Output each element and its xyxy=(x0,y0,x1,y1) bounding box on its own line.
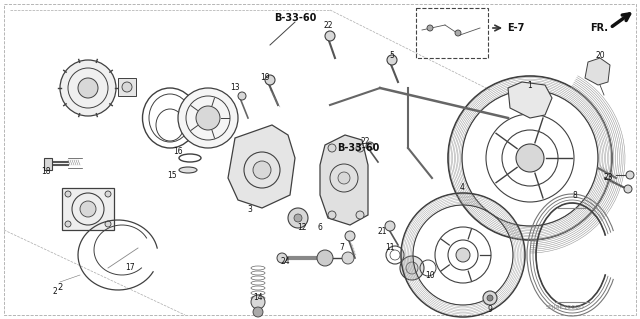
Circle shape xyxy=(400,256,424,280)
Circle shape xyxy=(288,208,308,228)
Circle shape xyxy=(277,253,287,263)
Circle shape xyxy=(325,31,335,41)
Bar xyxy=(44,158,52,170)
Circle shape xyxy=(483,291,497,305)
Circle shape xyxy=(385,221,395,231)
Text: 17: 17 xyxy=(125,263,135,272)
Bar xyxy=(118,78,136,96)
Circle shape xyxy=(455,30,461,36)
Text: 16: 16 xyxy=(173,147,183,157)
Ellipse shape xyxy=(179,167,197,173)
Circle shape xyxy=(122,82,132,92)
Text: 22: 22 xyxy=(360,137,370,146)
Text: 4: 4 xyxy=(460,183,465,192)
Circle shape xyxy=(366,142,374,150)
Circle shape xyxy=(624,185,632,193)
Text: 22: 22 xyxy=(323,20,333,29)
Polygon shape xyxy=(228,125,295,208)
Text: 19: 19 xyxy=(260,73,270,83)
Text: 13: 13 xyxy=(230,84,240,93)
Text: E-7: E-7 xyxy=(508,23,525,33)
Circle shape xyxy=(516,144,544,172)
Text: 1: 1 xyxy=(527,80,532,90)
Text: 7: 7 xyxy=(340,243,344,253)
Text: 10: 10 xyxy=(425,271,435,279)
Circle shape xyxy=(345,231,355,241)
Circle shape xyxy=(253,307,263,317)
Text: 23: 23 xyxy=(603,174,613,182)
Circle shape xyxy=(406,262,418,274)
Circle shape xyxy=(427,25,433,31)
Text: 21: 21 xyxy=(377,227,387,236)
Polygon shape xyxy=(585,58,610,85)
Circle shape xyxy=(356,211,364,219)
Circle shape xyxy=(80,201,96,217)
Circle shape xyxy=(60,60,116,116)
Polygon shape xyxy=(320,135,368,225)
Circle shape xyxy=(65,191,71,197)
Text: 24: 24 xyxy=(280,257,290,266)
Text: 3: 3 xyxy=(248,205,252,214)
Circle shape xyxy=(238,92,246,100)
Circle shape xyxy=(487,295,493,301)
Circle shape xyxy=(178,88,238,148)
Text: SHJ4E1900D: SHJ4E1900D xyxy=(545,306,584,310)
Text: 9: 9 xyxy=(488,306,492,315)
Circle shape xyxy=(105,221,111,227)
Circle shape xyxy=(294,214,302,222)
Circle shape xyxy=(317,250,333,266)
Circle shape xyxy=(328,144,336,152)
Text: 11: 11 xyxy=(385,243,395,253)
Circle shape xyxy=(342,252,354,264)
Circle shape xyxy=(338,172,350,184)
Circle shape xyxy=(626,171,634,179)
Bar xyxy=(416,8,488,58)
Text: 20: 20 xyxy=(595,50,605,60)
Text: 6: 6 xyxy=(317,224,323,233)
Polygon shape xyxy=(508,82,552,118)
Text: 14: 14 xyxy=(253,293,263,302)
Circle shape xyxy=(328,211,336,219)
Text: 5: 5 xyxy=(390,50,394,60)
Circle shape xyxy=(253,161,271,179)
Circle shape xyxy=(387,55,397,65)
Circle shape xyxy=(265,75,275,85)
Circle shape xyxy=(251,295,265,309)
Circle shape xyxy=(105,191,111,197)
Text: FR.: FR. xyxy=(590,23,608,33)
Text: 2: 2 xyxy=(58,284,63,293)
Circle shape xyxy=(456,248,470,262)
Text: 18: 18 xyxy=(41,167,51,176)
Text: B-33-60: B-33-60 xyxy=(337,143,379,153)
Circle shape xyxy=(65,221,71,227)
Text: 15: 15 xyxy=(167,170,177,180)
Text: 2: 2 xyxy=(52,287,58,296)
Text: 12: 12 xyxy=(297,224,307,233)
Text: B-33-60: B-33-60 xyxy=(274,13,316,23)
Circle shape xyxy=(356,144,364,152)
Circle shape xyxy=(78,78,98,98)
Circle shape xyxy=(196,106,220,130)
Bar xyxy=(62,188,114,230)
Text: 8: 8 xyxy=(573,190,577,199)
